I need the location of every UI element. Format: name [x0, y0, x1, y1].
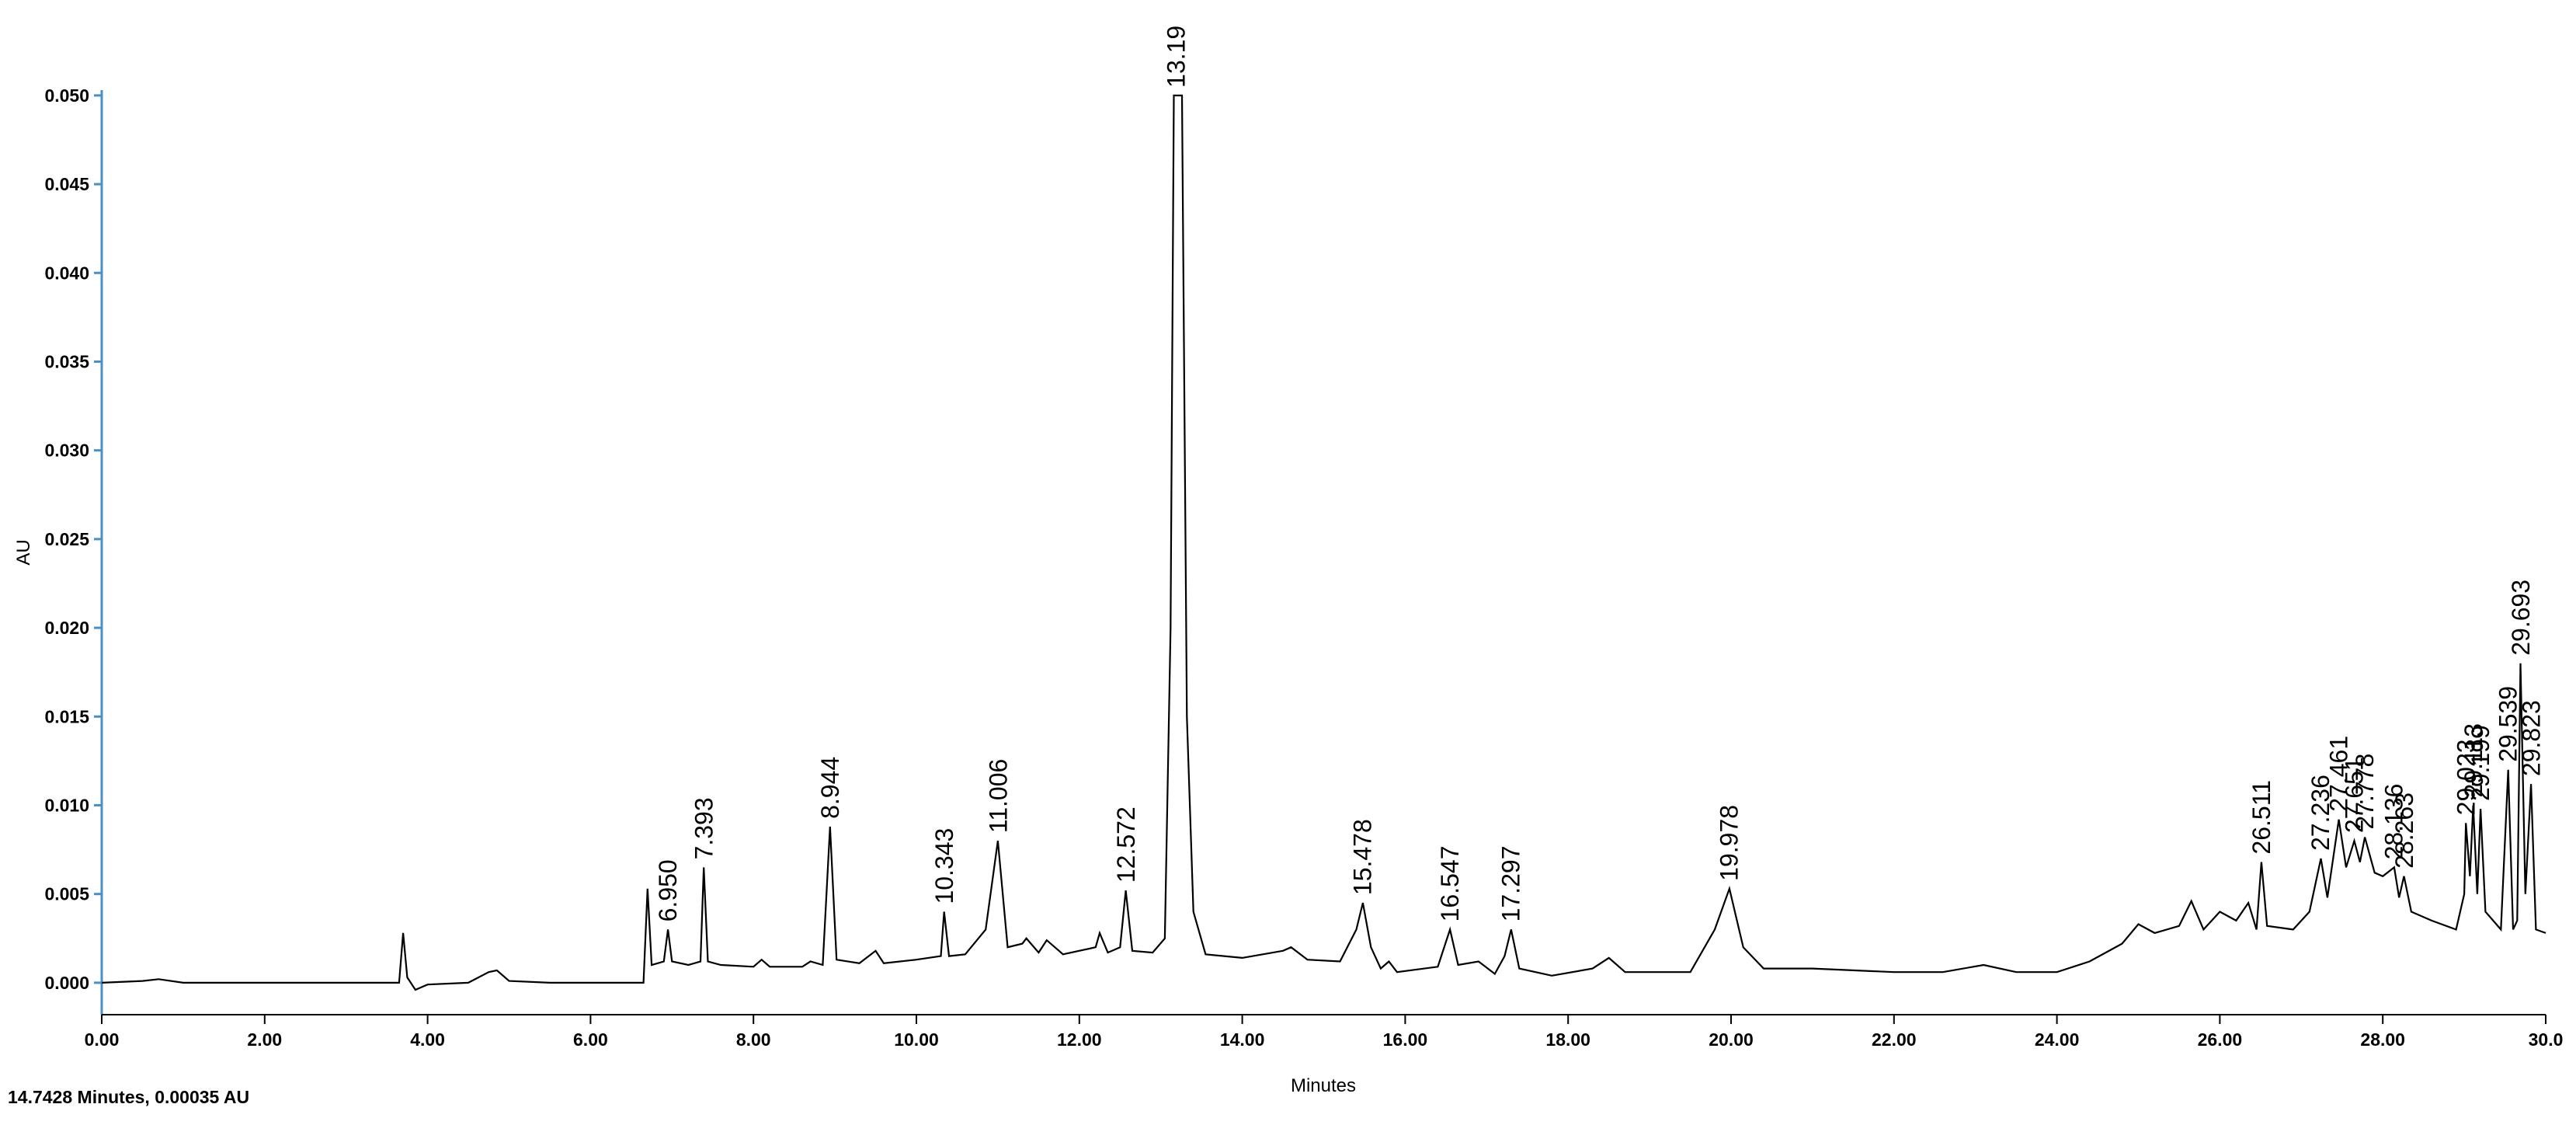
- x-axis-label: Minutes: [1291, 1075, 1356, 1096]
- peak-label: 28.136: [2380, 784, 2407, 860]
- peak-label: 29.199: [2466, 725, 2494, 801]
- y-tick-label: 0.015: [44, 706, 89, 726]
- x-tick-label: 20.00: [1709, 1029, 1754, 1050]
- y-tick-label: 0.040: [44, 263, 89, 283]
- y-tick-label: 0.000: [44, 973, 89, 993]
- y-tick-label: 0.035: [44, 351, 89, 371]
- peak-label: 29.113: [2460, 723, 2487, 798]
- peak-label: 7.393: [690, 797, 718, 859]
- x-tick-label: 28.00: [2360, 1029, 2405, 1050]
- x-tick-label: 22.00: [1872, 1029, 1917, 1050]
- x-tick-label: 26.00: [2198, 1029, 2243, 1050]
- peak-label: 16.547: [1436, 845, 1464, 921]
- x-tick-label: 24.00: [2035, 1029, 2080, 1050]
- peak-label: 6.950: [654, 859, 682, 921]
- x-tick-label: 12.00: [1057, 1029, 1102, 1050]
- cursor-readout: 14.7428 Minutes, 0.00035 AU: [8, 1087, 249, 1107]
- peak-label: 17.297: [1497, 845, 1524, 921]
- x-tick-label: 16.00: [1383, 1029, 1428, 1050]
- x-tick-label: 10.00: [894, 1029, 939, 1050]
- x-tick-label: 18.00: [1545, 1029, 1590, 1050]
- peak-label: 13.19: [1163, 26, 1191, 88]
- peak-label: 26.511: [2247, 780, 2275, 855]
- peak-label: 27.236: [2307, 775, 2334, 851]
- peak-label: 27.778: [2351, 754, 2379, 830]
- x-tick-label: 0.00: [85, 1029, 120, 1050]
- peak-label: 15.478: [1349, 819, 1377, 895]
- x-tick-label: 2.00: [247, 1029, 282, 1050]
- y-tick-label: 0.025: [44, 529, 89, 549]
- trace: [101, 94, 2546, 991]
- y-tick-label: 0.010: [44, 795, 89, 815]
- peak-label: 19.978: [1716, 805, 1743, 881]
- peak-label: 10.343: [930, 828, 958, 904]
- x-tick-label: 4.00: [410, 1029, 445, 1050]
- y-tick-label: 0.050: [44, 85, 89, 106]
- peak-label: 27.651: [2341, 757, 2369, 833]
- x-tick-label: 6.00: [573, 1029, 608, 1050]
- x-tick-label: 8.00: [736, 1029, 771, 1050]
- y-tick-label: 0.020: [44, 618, 89, 638]
- y-axis-label: AU: [13, 539, 34, 565]
- peak-label: 28.263: [2390, 792, 2418, 869]
- peak-label: 8.944: [816, 757, 844, 819]
- peak-label: 29.539: [2494, 686, 2522, 762]
- x-tick-label: 30.0: [2529, 1029, 2564, 1050]
- peak-label: 29.023: [2453, 739, 2480, 815]
- peak-label: 27.461: [2325, 736, 2353, 812]
- peak-label: 12.572: [1112, 806, 1140, 883]
- peak-label: 29.823: [2517, 700, 2545, 776]
- y-tick-label: 0.030: [44, 441, 89, 461]
- y-tick-label: 0.005: [44, 884, 89, 904]
- peak-label: 29.693: [2507, 580, 2535, 656]
- y-tick-label: 0.045: [44, 174, 89, 194]
- peak-label: 11.006: [985, 759, 1013, 834]
- x-tick-label: 14.00: [1220, 1029, 1265, 1050]
